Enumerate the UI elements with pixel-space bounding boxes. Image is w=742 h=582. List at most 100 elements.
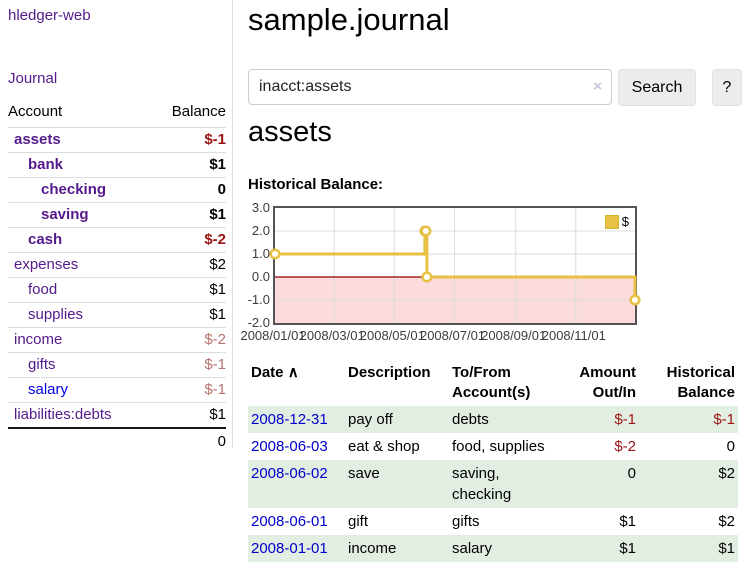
- y-tick-label: 3.0: [251, 200, 270, 215]
- chart-legend: $: [602, 213, 631, 230]
- sidebar-account-link[interactable]: gifts: [28, 356, 56, 373]
- sidebar-account-link[interactable]: assets: [14, 131, 61, 148]
- account-row: income $-2: [8, 327, 226, 353]
- accounts-header-balance: Balance: [171, 103, 226, 120]
- account-balance: $-1: [151, 127, 226, 153]
- sidebar-account-link[interactable]: supplies: [28, 306, 84, 323]
- column-label: Date: [251, 364, 284, 381]
- accounts-total-row: 0: [8, 427, 226, 455]
- accounts-header-account: Account: [8, 103, 63, 120]
- transaction-date-link[interactable]: 2008-12-31: [251, 411, 328, 428]
- transaction-accounts: salary: [452, 540, 493, 557]
- data-point-marker: [629, 294, 641, 306]
- account-balance: $2: [151, 252, 226, 278]
- account-row: saving $1: [8, 202, 226, 228]
- transaction-description: save: [348, 465, 380, 482]
- transaction-amount: $-1: [614, 411, 636, 428]
- column-label: To/From: [452, 364, 511, 381]
- sidebar-account-link[interactable]: food: [28, 281, 58, 298]
- clear-search-icon[interactable]: ×: [593, 78, 602, 95]
- transaction-balance: 0: [726, 438, 735, 455]
- x-tick-label: 2008/09/01: [481, 328, 547, 343]
- search-button[interactable]: Search: [618, 69, 696, 106]
- account-balance: $1: [151, 302, 226, 328]
- account-row: supplies $1: [8, 302, 226, 328]
- register-row: 2008-06-01 gift gifts $1 $2: [248, 508, 738, 535]
- account-row: checking 0: [8, 177, 226, 203]
- transaction-balance: $2: [718, 465, 735, 482]
- account-row: assets $-1: [8, 127, 226, 153]
- transaction-description: gift: [348, 513, 369, 530]
- transaction-amount: 0: [627, 465, 636, 482]
- chart-plot-area: $: [269, 206, 641, 325]
- help-button[interactable]: ?: [712, 69, 742, 106]
- sidebar-account-link[interactable]: checking: [41, 181, 107, 198]
- balance-chart: 3.0 2.0 1.0 0.0 -1.0 -2.0 $ 2008/01/01 2008/03…: [240, 201, 742, 356]
- transaction-date-link[interactable]: 2008-06-02: [251, 465, 328, 482]
- transaction-date-link[interactable]: 2008-01-01: [251, 540, 328, 557]
- register-row: 2008-01-01 income salary $1 $1: [248, 535, 738, 562]
- register-row: 2008-12-31 pay off debts $-1 $-1: [248, 406, 738, 433]
- x-tick-label: 2008/11/01: [541, 328, 606, 343]
- column-label: Description: [348, 364, 431, 381]
- transaction-accounts: debts: [452, 411, 489, 428]
- search-form: × Search ?: [248, 69, 742, 106]
- account-row: liabilities:debts $1: [8, 402, 226, 428]
- account-balance: $-1: [151, 377, 226, 403]
- account-balance: $-2: [151, 227, 226, 253]
- sidebar-account-link[interactable]: income: [14, 331, 63, 348]
- transaction-amount: $1: [619, 540, 636, 557]
- column-header-amount: Amount Out/In: [561, 360, 639, 406]
- sidebar-account-link[interactable]: saving: [41, 206, 89, 223]
- y-tick-label: -2.0: [247, 315, 270, 330]
- account-row: expenses $2: [8, 252, 226, 278]
- transaction-date-link[interactable]: 2008-06-03: [251, 438, 328, 455]
- account-balance: $1: [151, 277, 226, 303]
- column-header-accounts: To/From Account(s): [449, 360, 561, 406]
- transaction-description: income: [348, 540, 397, 557]
- account-balance: 0: [151, 177, 226, 203]
- account-balance: $1: [151, 152, 226, 178]
- transaction-description: eat & shop: [348, 438, 420, 455]
- transaction-amount: $-2: [614, 438, 636, 455]
- account-balance: $1: [151, 202, 226, 228]
- column-label: Account(s): [452, 384, 531, 401]
- chart-canvas: [269, 208, 641, 323]
- column-header-date[interactable]: Date ∧: [248, 360, 345, 406]
- sidebar-account-link[interactable]: cash: [28, 231, 63, 248]
- main-content: sample.journal × Search ? assets Histori…: [240, 0, 742, 582]
- transaction-balance: $1: [718, 540, 735, 557]
- chart-title: Historical Balance:: [248, 176, 384, 193]
- sidebar-account-link[interactable]: salary: [28, 381, 69, 398]
- account-balance: $-1: [151, 352, 226, 378]
- y-tick-label: -1.0: [247, 292, 270, 307]
- transaction-date-link[interactable]: 2008-06-01: [251, 513, 328, 530]
- sidebar-account-link[interactable]: bank: [28, 156, 64, 173]
- transaction-accounts: food, supplies: [452, 438, 545, 455]
- accounts-header-row: Account Balance: [8, 100, 226, 128]
- y-tick-label: 0.0: [251, 269, 270, 284]
- column-label: Out/In: [592, 384, 636, 401]
- account-row: salary $-1: [8, 377, 226, 403]
- data-point-marker: [269, 248, 281, 260]
- sidebar-account-link[interactable]: expenses: [14, 256, 79, 273]
- column-label: Historical: [666, 364, 735, 381]
- data-point-marker: [420, 225, 432, 237]
- sidebar-account-link[interactable]: liabilities:debts: [14, 406, 112, 423]
- register-row: 2008-06-02 save saving, checking 0 $2: [248, 460, 738, 508]
- sidebar-item-journal[interactable]: Journal: [8, 70, 58, 87]
- account-row: gifts $-1: [8, 352, 226, 378]
- x-tick-label: 2008/01/01: [240, 328, 306, 343]
- column-header-description: Description: [345, 360, 449, 406]
- account-row: food $1: [8, 277, 226, 303]
- register-row: 2008-06-03 eat & shop food, supplies $-2 0: [248, 433, 738, 460]
- x-tick-label: 2008/03/01: [299, 328, 365, 343]
- sidebar: hledger-web Journal Account Balance asse…: [0, 0, 233, 455]
- transaction-accounts: saving, checking: [452, 465, 512, 503]
- transaction-balance: $-1: [713, 411, 735, 428]
- register-header-row: Date ∧ Description To/From Account(s) Am…: [248, 360, 738, 406]
- account-balance: $1: [151, 402, 226, 428]
- brand-link[interactable]: hledger-web: [8, 7, 91, 24]
- page-title: sample.journal: [248, 2, 450, 37]
- search-input[interactable]: [248, 69, 612, 105]
